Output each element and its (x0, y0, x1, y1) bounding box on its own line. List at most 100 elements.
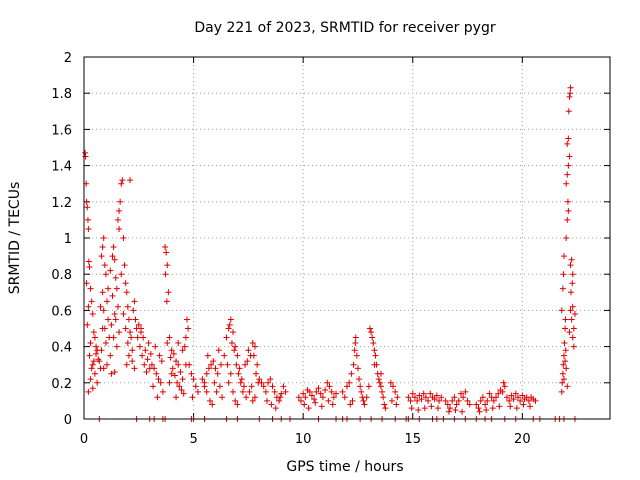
data-point (566, 108, 572, 114)
y-tick-label: 2 (64, 51, 72, 66)
y-axis-ticks: 00.20.40.60.811.21.41.61.82 (51, 51, 610, 428)
data-point (572, 311, 578, 317)
data-point (191, 376, 197, 382)
data-point (246, 389, 252, 395)
data-point (223, 335, 229, 341)
data-point (135, 335, 141, 341)
data-point (157, 353, 163, 359)
data-point (159, 358, 165, 364)
plot-frame (84, 57, 610, 419)
data-point (104, 298, 110, 304)
data-point (214, 389, 220, 395)
data-point (249, 383, 255, 389)
y-tick-label: 1.6 (51, 123, 72, 138)
data-point (561, 271, 567, 277)
data-point (238, 380, 244, 386)
data-point (232, 344, 238, 350)
x-tick-label: 20 (514, 432, 531, 447)
data-point (330, 402, 336, 408)
data-point (168, 354, 174, 360)
data-point (93, 351, 99, 357)
data-point (560, 371, 566, 377)
data-point (120, 311, 126, 317)
data-point (559, 307, 565, 313)
data-point (90, 385, 96, 391)
data-point (565, 163, 571, 169)
data-point (175, 340, 181, 346)
data-point (142, 347, 148, 353)
data-point (568, 85, 574, 91)
data-point (230, 389, 236, 395)
data-point (357, 383, 363, 389)
data-point (370, 340, 376, 346)
data-point (125, 340, 131, 346)
data-point (166, 380, 172, 386)
data-point (184, 316, 190, 322)
data-point (84, 199, 90, 205)
data-point (567, 90, 573, 96)
data-point (382, 405, 388, 411)
data-point (352, 340, 358, 346)
data-point (137, 344, 143, 350)
data-point (564, 383, 570, 389)
data-point (563, 181, 569, 187)
data-point (228, 316, 234, 322)
data-point (565, 199, 571, 205)
data-point (86, 353, 92, 359)
data-point (251, 353, 257, 359)
data-point (568, 262, 574, 268)
data-point (459, 409, 465, 415)
data-point (101, 307, 107, 313)
data-point (477, 409, 483, 415)
data-point (150, 383, 156, 389)
data-point (355, 365, 361, 371)
data-point (141, 362, 147, 368)
data-point (221, 353, 227, 359)
data-point (428, 403, 434, 409)
data-point (435, 405, 441, 411)
data-point (100, 244, 106, 250)
data-point (230, 329, 236, 335)
x-axis-label: GPS time / hours (286, 459, 403, 475)
data-point (193, 383, 199, 389)
data-point (133, 316, 139, 322)
data-point (514, 405, 520, 411)
data-point (563, 316, 569, 322)
data-point (228, 371, 234, 377)
data-point (568, 289, 574, 295)
data-point (273, 405, 279, 411)
data-point (571, 344, 577, 350)
data-point (381, 402, 387, 408)
data-point (354, 353, 360, 359)
data-point (490, 405, 496, 411)
data-point (183, 335, 189, 341)
data-point (268, 402, 274, 408)
data-point (177, 369, 183, 375)
data-point (263, 389, 269, 395)
data-point (312, 400, 318, 406)
data-point (89, 298, 95, 304)
data-point (213, 365, 219, 371)
data-points (82, 85, 578, 422)
data-point (378, 383, 384, 389)
data-point (306, 405, 312, 411)
data-point (356, 376, 362, 382)
data-point (561, 253, 567, 259)
data-point (245, 347, 251, 353)
data-point (372, 353, 378, 359)
data-point (562, 326, 568, 332)
data-point (129, 358, 135, 364)
y-tick-label: 1 (64, 232, 72, 247)
data-point (394, 394, 400, 400)
data-point (163, 271, 169, 277)
data-point (564, 172, 570, 178)
x-tick-label: 10 (295, 432, 312, 447)
data-point (88, 340, 94, 346)
data-point (226, 380, 232, 386)
data-point (233, 362, 239, 368)
data-point (107, 268, 113, 274)
data-point (85, 226, 91, 232)
data-point (116, 226, 122, 232)
data-point (116, 208, 122, 214)
data-point (564, 217, 570, 223)
